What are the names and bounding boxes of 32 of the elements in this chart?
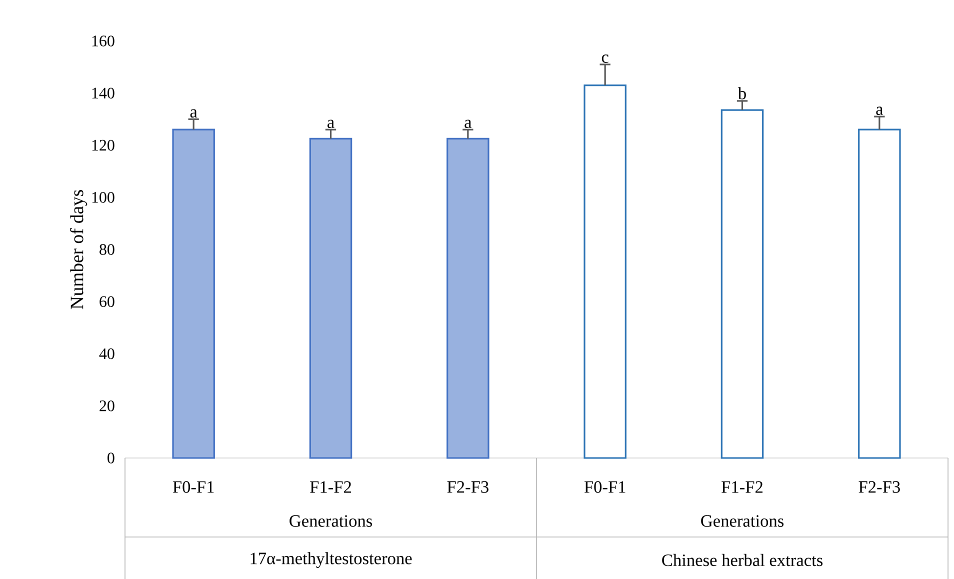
bar <box>309 138 352 459</box>
data-label: a <box>190 109 198 118</box>
x-tick-label: F1-F2 <box>310 481 351 493</box>
data-label: a <box>876 106 884 115</box>
bar <box>720 109 764 459</box>
bar <box>446 138 490 459</box>
y-tick-label: 60 <box>100 296 114 308</box>
x-tick-label: F2-F3 <box>858 481 900 493</box>
bar <box>858 128 901 459</box>
y-tick-label: 0 <box>108 452 114 464</box>
data-label: a <box>464 120 472 128</box>
bar <box>584 84 626 459</box>
x-tick-label: F2-F3 <box>447 481 488 493</box>
y-tick-label: 100 <box>92 192 114 203</box>
text: 17α-methyltestosterone <box>250 552 412 568</box>
text: Chinese herbal extracts <box>662 554 823 566</box>
y-axis-title: Number of days <box>70 190 88 310</box>
x-tick-label: F0-F1 <box>584 481 626 493</box>
x-tick-label: F0-F1 <box>172 481 214 493</box>
y-tick-label: 120 <box>92 140 114 151</box>
y-tick-label: 80 <box>100 244 114 255</box>
text: Generations <box>701 515 784 527</box>
y-tick-label: 160 <box>92 36 114 46</box>
data-label: a <box>328 120 334 128</box>
y-tick-label: 20 <box>100 400 114 412</box>
bar <box>172 128 215 459</box>
y-tick-label: 140 <box>92 88 114 99</box>
y-tick-label: 40 <box>99 348 114 360</box>
text: Generations <box>290 515 372 527</box>
x-tick-label: F1-F2 <box>722 481 762 493</box>
data-label: b <box>738 87 746 100</box>
data-label: c <box>602 54 608 63</box>
